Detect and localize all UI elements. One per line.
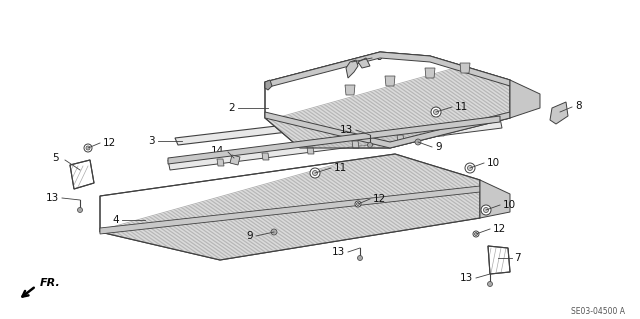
Circle shape bbox=[367, 143, 372, 147]
Text: 6: 6 bbox=[375, 52, 381, 62]
Polygon shape bbox=[168, 118, 502, 170]
Text: 13: 13 bbox=[460, 273, 473, 283]
Circle shape bbox=[467, 166, 472, 170]
Polygon shape bbox=[230, 155, 240, 165]
Text: 12: 12 bbox=[103, 138, 116, 148]
Circle shape bbox=[431, 107, 441, 117]
Text: 11: 11 bbox=[334, 163, 348, 173]
Circle shape bbox=[415, 139, 421, 145]
Polygon shape bbox=[265, 52, 510, 88]
Circle shape bbox=[86, 146, 90, 150]
Polygon shape bbox=[510, 80, 540, 118]
Circle shape bbox=[77, 207, 83, 212]
Text: 13: 13 bbox=[45, 193, 59, 203]
Polygon shape bbox=[460, 63, 470, 73]
Circle shape bbox=[271, 229, 277, 235]
Polygon shape bbox=[100, 186, 480, 234]
Text: 5: 5 bbox=[52, 153, 59, 163]
Text: 9: 9 bbox=[246, 231, 253, 241]
Polygon shape bbox=[265, 112, 510, 148]
Polygon shape bbox=[425, 68, 435, 78]
Text: 13: 13 bbox=[340, 125, 353, 135]
Text: 10: 10 bbox=[487, 158, 500, 168]
Text: FR.: FR. bbox=[40, 278, 61, 288]
Polygon shape bbox=[346, 60, 358, 78]
Circle shape bbox=[433, 109, 438, 115]
Polygon shape bbox=[217, 159, 224, 166]
Polygon shape bbox=[262, 153, 269, 160]
Text: 14: 14 bbox=[211, 146, 224, 156]
Text: 7: 7 bbox=[514, 253, 520, 263]
Text: 11: 11 bbox=[455, 102, 468, 112]
Polygon shape bbox=[550, 102, 568, 124]
Polygon shape bbox=[397, 135, 404, 142]
Text: 12: 12 bbox=[493, 224, 506, 234]
Polygon shape bbox=[175, 96, 532, 145]
Circle shape bbox=[483, 207, 488, 212]
Circle shape bbox=[481, 205, 491, 215]
Circle shape bbox=[474, 233, 477, 235]
Circle shape bbox=[473, 231, 479, 237]
Text: 12: 12 bbox=[373, 194, 387, 204]
Polygon shape bbox=[70, 160, 94, 189]
Circle shape bbox=[488, 281, 493, 286]
Text: 10: 10 bbox=[503, 200, 516, 210]
Polygon shape bbox=[100, 154, 480, 260]
Circle shape bbox=[465, 163, 475, 173]
Text: 8: 8 bbox=[575, 101, 582, 111]
Polygon shape bbox=[265, 80, 272, 90]
Text: SE03-04500 A: SE03-04500 A bbox=[571, 308, 625, 316]
Polygon shape bbox=[488, 246, 510, 274]
Circle shape bbox=[356, 203, 360, 205]
Polygon shape bbox=[437, 129, 444, 136]
Circle shape bbox=[310, 168, 320, 178]
Circle shape bbox=[358, 256, 362, 261]
Text: 13: 13 bbox=[332, 247, 345, 257]
Polygon shape bbox=[265, 52, 510, 148]
Circle shape bbox=[355, 201, 361, 207]
Polygon shape bbox=[358, 58, 370, 68]
Circle shape bbox=[84, 144, 92, 152]
Text: 3: 3 bbox=[148, 136, 155, 146]
Text: 2: 2 bbox=[228, 103, 235, 113]
Polygon shape bbox=[168, 116, 500, 164]
Text: 9: 9 bbox=[435, 142, 442, 152]
Polygon shape bbox=[480, 180, 510, 218]
Polygon shape bbox=[307, 147, 314, 154]
Circle shape bbox=[312, 170, 317, 175]
Text: 4: 4 bbox=[113, 215, 119, 225]
Polygon shape bbox=[385, 76, 395, 86]
Polygon shape bbox=[345, 85, 355, 95]
Polygon shape bbox=[352, 141, 359, 148]
